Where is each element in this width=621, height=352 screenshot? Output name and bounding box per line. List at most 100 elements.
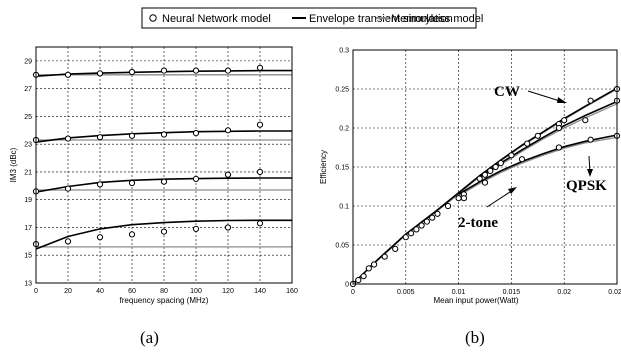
- panel-a-nn-point: [224, 171, 232, 178]
- panel-a-ytick-label: 27: [24, 86, 32, 93]
- panel-a-nn-point: [224, 67, 232, 74]
- panel-a-ylabel: IM3 (dBc): [9, 147, 18, 182]
- panel-a-nn-point: [256, 220, 264, 227]
- panel-a-label: (a): [140, 328, 159, 347]
- panel-a-ytick-label: 29: [24, 58, 32, 65]
- panel-b-ytick-label: 0.3: [339, 48, 349, 55]
- panel-b-nn-point: [365, 265, 372, 272]
- panel-a-nn-point: [128, 68, 136, 76]
- legend-item-neural-network: Neural Network model: [162, 13, 271, 25]
- panel-b-nn-point: [481, 171, 489, 178]
- panel-b-ytick-label: 0.15: [335, 165, 349, 172]
- panel-a-nn-point: [128, 231, 136, 238]
- panel-a-nn-point: [96, 70, 104, 77]
- panel-a-ytick-label: 23: [24, 142, 32, 149]
- panel-b-chart: 0 0.005 0.01 0.015 0.02 0.025 0 0.05 0.1 0.15 0.2 0…: [319, 48, 621, 348]
- panel-b-nn-point: [434, 210, 441, 217]
- panel-a-xtick-label: 140: [254, 288, 266, 295]
- panel-a-nn-point: [64, 71, 72, 78]
- legend-marker-icon: [149, 14, 157, 22]
- annotation-2tone-arrowhead: [508, 187, 517, 194]
- panel-a-grid: [35, 47, 293, 284]
- panel-a-xlabel: frequency spacing (MHz): [120, 296, 209, 305]
- panel-b-nn-point: [476, 175, 483, 182]
- panel-a-nn-point: [192, 175, 200, 182]
- panel-b-nn-point: [555, 144, 563, 151]
- legend-item-memoryless: Memoryless model: [391, 13, 483, 25]
- panel-b-nn-point: [508, 152, 515, 159]
- panel-a-nn-point: [64, 135, 72, 142]
- panel-a-ytick-label: 17: [24, 225, 32, 232]
- panel-b-xtick-label: 0: [351, 289, 355, 296]
- panel-a-ytick-label: 21: [24, 169, 32, 176]
- panel-a-nn-point: [192, 130, 200, 137]
- panel-a-nn-point: [256, 64, 264, 71]
- panel-b-series: [349, 85, 621, 288]
- panel-b-nn-point: [460, 195, 467, 202]
- panel-b-ytick-label: 0.2: [339, 126, 349, 133]
- panel-b-nn-point: [524, 140, 531, 147]
- legend-box: [141, 7, 477, 29]
- panel-b-nn-point: [408, 230, 415, 237]
- panel-b-nn-point: [492, 163, 499, 171]
- panel-a-nn-point: [256, 121, 264, 128]
- panel-b-nn-point: [518, 156, 526, 163]
- panel-b-envelope-line: [352, 87, 618, 285]
- panel-b-nn-point: [360, 273, 367, 280]
- panel-a-tick-labels: 0 20 40 60 80 100 120 140 160 13 15 17 19 21 23 25 27 29: [24, 58, 298, 295]
- panel-b-nn-point: [444, 202, 452, 210]
- annotation-cw-arrowhead: [557, 97, 567, 103]
- panel-b-xtick-label: 0.025: [608, 289, 621, 296]
- annotation-qpsk: QPSK: [566, 178, 607, 194]
- panel-b-frame: [352, 49, 618, 285]
- panel-b-ylabel: Efficiency: [319, 150, 328, 184]
- panel-a-xtick-label: 100: [190, 288, 202, 295]
- panel-b-nn-point: [402, 234, 409, 241]
- panel-a-nn-point: [192, 67, 200, 74]
- annotation-cw-arrow: [527, 90, 564, 103]
- panel-a-nn-point: [64, 185, 72, 192]
- panel-a-xtick-label: 40: [96, 288, 104, 295]
- panel-a-xtick-label: 80: [160, 288, 168, 295]
- panel-a-series: [32, 64, 292, 250]
- panel-a-nn-point: [256, 168, 264, 175]
- annotation-2tone-arrow: [486, 189, 514, 208]
- panel-b-xlabel: Mean input power(Watt): [433, 296, 518, 305]
- panel-b-nn-point: [481, 179, 489, 186]
- panel-a-ytick-label: 19: [24, 197, 32, 204]
- panel-b-nn-point: [423, 218, 430, 225]
- panel-a-xtick-label: 20: [64, 288, 72, 295]
- panel-a-xtick-label: 0: [34, 288, 38, 295]
- panel-b-nn-point: [555, 124, 563, 132]
- panel-a-nn-point: [64, 238, 72, 245]
- panel-a-ytick-label: 25: [24, 114, 32, 121]
- panel-a-envelope-line: [35, 219, 292, 250]
- panel-a-xtick-label: 60: [128, 288, 136, 295]
- panel-b-ytick-label: 0.25: [335, 87, 349, 94]
- panel-b-nn-point: [497, 160, 504, 167]
- panel-a-nn-point: [128, 179, 136, 187]
- panel-b-ytick-label: 0: [345, 282, 349, 289]
- panel-b-nn-point: [455, 195, 462, 202]
- panel-a-nn-point: [96, 234, 104, 241]
- panel-b-nn-point: [418, 222, 425, 229]
- panel-b-nn-point: [582, 117, 589, 124]
- panel-b-nn-point: [392, 245, 399, 252]
- panel-a-nn-point: [96, 134, 104, 141]
- panel-b-nn-point: [534, 132, 541, 139]
- panel-b-nn-point: [381, 253, 388, 260]
- panel-b-nn-point: [413, 226, 420, 233]
- panel-a-ytick-label: 13: [24, 281, 32, 288]
- legend: Neural Network model Envelope transient …: [141, 7, 483, 29]
- panel-b-nn-point: [429, 214, 436, 221]
- panel-b-nn-point: [561, 117, 568, 124]
- panel-b-ytick-label: 0.1: [339, 204, 349, 211]
- panel-a-ytick-label: 15: [24, 253, 32, 260]
- panel-a-xtick-label: 120: [222, 288, 234, 295]
- panel-b-xtick-label: 0.005: [397, 289, 415, 296]
- panel-a-frame: [35, 46, 293, 284]
- panel-a-nn-point: [224, 127, 232, 134]
- panel-b-nn-point: [587, 97, 594, 104]
- panel-b-nn-point: [371, 261, 378, 268]
